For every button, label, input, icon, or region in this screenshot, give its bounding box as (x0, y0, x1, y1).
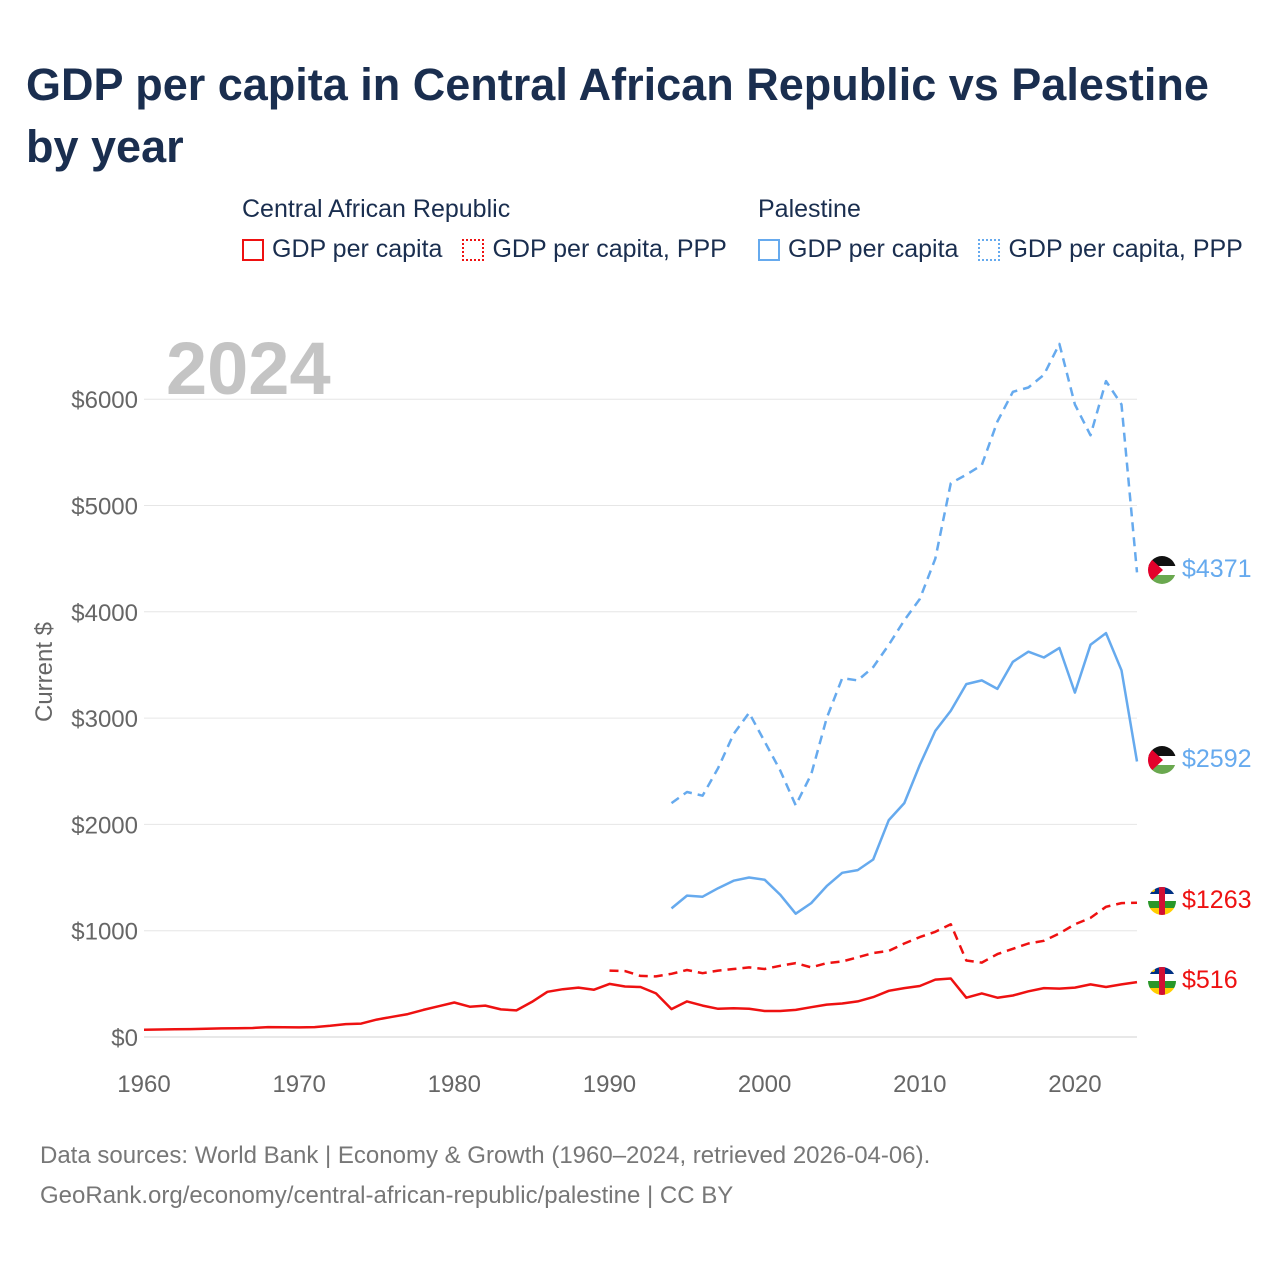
legend-item-label: GDP per capita (788, 235, 959, 263)
central-african-republic-flag-icon (1148, 967, 1176, 995)
central-african-republic-flag-icon (1148, 887, 1176, 915)
x-tick-label: 2000 (738, 1071, 791, 1098)
legend-swatch-dotted (978, 238, 1001, 261)
series-line-pse_gdp (670, 631, 1139, 915)
x-tick-label: 2010 (893, 1071, 946, 1098)
x-tick-label: 1970 (272, 1071, 325, 1098)
y-tick-label: $3000 (71, 706, 138, 733)
end-value-label-car-gdp: $516 (1182, 966, 1238, 994)
end-value-label-pse-gdp: $2592 (1182, 745, 1252, 773)
x-tick-label: 2020 (1048, 1071, 1101, 1098)
legend-group-palestine: Palestine GDP per capita GDP per capita,… (758, 194, 1263, 264)
source-note: Data sources: World Bank | Economy & Gro… (40, 1136, 930, 1216)
palestine-flag-icon (1148, 556, 1176, 584)
y-tick-label: $1000 (71, 919, 138, 946)
y-axis-ticks: $0 $1000 $2000 $3000 $4000 $5000 $6000 (71, 387, 138, 1052)
line-chart: 2024 $0 $1000 $2000 $3000 $4000 $5000 $6000 19… (31, 327, 1252, 1098)
source-line-2: GeoRank.org/economy/central-african-repu… (40, 1182, 734, 1209)
y-tick-label: $6000 (71, 387, 138, 414)
y-tick-label: $5000 (71, 494, 138, 521)
legend-swatch-solid (242, 238, 264, 261)
legend-group-car: Central African Republic GDP per capita … (242, 194, 747, 264)
series-line-car_gdp (143, 977, 1138, 1031)
y-tick-label: $2000 (71, 812, 138, 839)
y-tick-label: $0 (111, 1025, 138, 1052)
x-tick-label: 1980 (428, 1071, 481, 1098)
gridlines (144, 398, 1137, 1038)
series-line-car_ppp (609, 901, 1138, 978)
legend-item-pse-ppp[interactable]: GDP per capita, PPP (978, 235, 1243, 264)
end-value-label-pse-ppp: $4371 (1182, 555, 1252, 583)
palestine-flag-icon (1148, 746, 1176, 774)
y-tick-label: $4000 (71, 600, 138, 627)
legend-item-car-gdp[interactable]: GDP per capita (242, 235, 442, 264)
legend-item-label: GDP per capita (272, 235, 443, 263)
legend-item-label: GDP per capita, PPP (492, 235, 727, 263)
legend-swatch-solid (758, 238, 780, 261)
x-axis-ticks: 1960 1970 1980 1990 2000 2010 2020 (117, 1071, 1101, 1098)
legend-item-label: GDP per capita, PPP (1008, 235, 1243, 263)
legend-item-pse-gdp[interactable]: GDP per capita (758, 235, 958, 264)
legend-swatch-dotted (462, 238, 485, 261)
series-lines (143, 342, 1139, 1031)
x-tick-label: 1990 (583, 1071, 636, 1098)
legend-group-name: Central African Republic (242, 195, 511, 223)
legend-group-name: Palestine (758, 195, 861, 223)
series-line-pse_ppp (670, 342, 1139, 807)
page-title: GDP per capita in Central African Republ… (26, 59, 1209, 172)
source-line-1: Data sources: World Bank | Economy & Gro… (40, 1142, 931, 1169)
x-tick-label: 1960 (117, 1071, 170, 1098)
end-value-label-car-ppp: $1263 (1182, 886, 1252, 914)
legend-item-car-ppp[interactable]: GDP per capita, PPP (462, 235, 727, 264)
y-axis-label: Current $ (31, 622, 58, 722)
year-watermark: 2024 (166, 327, 331, 410)
